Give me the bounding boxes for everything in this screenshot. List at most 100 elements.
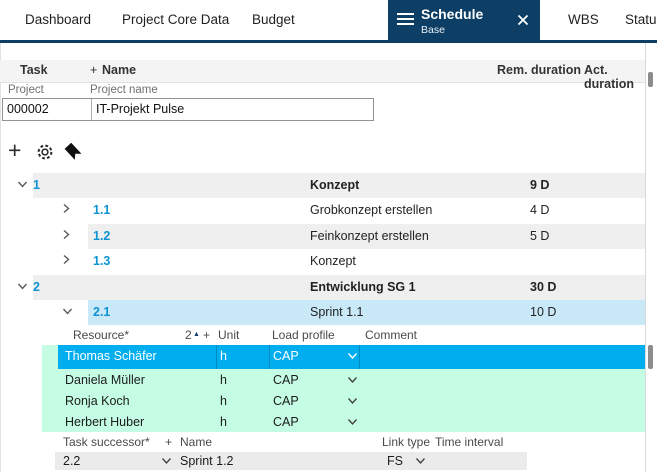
resource-unit[interactable]: h xyxy=(220,349,227,363)
task-name[interactable]: Feinkonzept erstellen xyxy=(310,229,429,243)
task-row-selected[interactable]: 2.1 Sprint 1.1 10 D xyxy=(0,300,657,325)
add-task-button[interactable]: + xyxy=(8,137,22,163)
add-column-icon[interactable]: + xyxy=(90,63,98,77)
successor-name[interactable]: Sprint 1.2 xyxy=(180,454,234,468)
resource-unit[interactable]: h xyxy=(220,415,227,429)
task-duration: 9 D xyxy=(530,178,550,192)
sort-order-indicator[interactable]: 2 xyxy=(185,328,192,342)
row-highlight xyxy=(88,224,646,249)
successor-link-type[interactable]: FS xyxy=(387,454,403,468)
task-duration: 4 D xyxy=(530,203,550,217)
dropdown-chevron-icon[interactable] xyxy=(161,454,172,468)
chevron-right-icon[interactable] xyxy=(62,229,71,243)
task-number[interactable]: 2 xyxy=(33,280,40,294)
add-resource-icon[interactable]: + xyxy=(203,328,211,342)
sort-ascending-icon[interactable]: ▲ xyxy=(193,331,200,338)
chevron-down-icon[interactable] xyxy=(17,178,28,192)
successor-row[interactable]: 2.2 Sprint 1.2 FS xyxy=(0,452,657,470)
task-row[interactable]: 2 Entwicklung SG 1 30 D xyxy=(0,275,657,300)
resource-name[interactable]: Daniela Müller xyxy=(65,373,145,387)
column-header-name: Name xyxy=(102,63,137,77)
project-name-label: Project name xyxy=(90,84,158,96)
task-duration: 30 D xyxy=(530,280,557,294)
task-name[interactable]: Sprint 1.1 xyxy=(310,305,364,319)
task-duration: 5 D xyxy=(530,229,550,243)
resource-row-selected[interactable]: Thomas Schäfer h CAP xyxy=(58,345,646,369)
chevron-down-icon[interactable] xyxy=(17,280,28,294)
resource-name[interactable]: Herbert Huber xyxy=(65,415,145,429)
vertical-scrollbar[interactable] xyxy=(645,43,657,472)
menu-icon[interactable] xyxy=(397,13,414,26)
row-highlight xyxy=(33,173,646,198)
resource-name[interactable]: Ronja Koch xyxy=(65,394,130,408)
resource-load-profile[interactable]: CAP xyxy=(273,349,299,363)
tab-bar: Dashboard Project Core Data Budget WBS S… xyxy=(0,0,657,40)
task-name[interactable]: Grobkonzept erstellen xyxy=(310,203,433,217)
close-icon[interactable] xyxy=(517,13,529,26)
pointer-bookmark-icon[interactable] xyxy=(62,141,84,168)
resource-name[interactable]: Thomas Schäfer xyxy=(65,349,157,363)
dropdown-chevron-icon[interactable] xyxy=(347,394,358,408)
task-name[interactable]: Konzept xyxy=(310,178,360,192)
task-number[interactable]: 1.3 xyxy=(93,254,111,268)
dropdown-chevron-icon[interactable] xyxy=(415,454,426,468)
dropdown-chevron-icon[interactable] xyxy=(347,373,358,387)
column-header-task-successor: Task successor* xyxy=(63,435,150,449)
task-number[interactable]: 1 xyxy=(33,178,40,192)
project-label: Project xyxy=(8,84,44,96)
task-number[interactable]: 2.1 xyxy=(93,305,111,319)
resource-panel: Thomas Schäfer h CAP Daniela Müller h CA… xyxy=(42,345,646,432)
successor-task-number[interactable]: 2.2 xyxy=(63,454,81,468)
resource-row[interactable]: Daniela Müller h CAP xyxy=(58,369,646,390)
tab-schedule-sublabel: Base xyxy=(421,24,445,36)
column-header-task: Task xyxy=(20,63,48,77)
chevron-down-icon[interactable] xyxy=(62,305,73,319)
dropdown-chevron-icon[interactable] xyxy=(347,349,358,363)
scrollbar-thumb[interactable] xyxy=(648,72,653,87)
task-row[interactable]: 1.1 Grobkonzept erstellen 4 D xyxy=(0,198,657,223)
project-name-field[interactable]: IT-Projekt Pulse xyxy=(96,102,185,116)
tab-status[interactable]: Status xyxy=(625,12,657,27)
task-number[interactable]: 1.2 xyxy=(93,229,111,243)
tabbar-accent-line xyxy=(0,40,657,43)
column-divider xyxy=(269,345,270,369)
task-number[interactable]: 1.1 xyxy=(93,203,111,217)
resource-row[interactable]: Herbert Huber h CAP xyxy=(58,411,646,432)
project-id-field[interactable]: 000002 xyxy=(3,99,92,120)
task-row[interactable]: 1 Konzept 9 D xyxy=(0,173,657,198)
add-successor-icon[interactable]: + xyxy=(165,435,173,449)
column-header-time-interval: Time interval xyxy=(435,435,504,449)
task-table-header: Task + Name Rem. duration Act. duration xyxy=(0,60,646,91)
dropdown-chevron-icon[interactable] xyxy=(347,415,358,429)
resource-unit[interactable]: h xyxy=(220,394,227,408)
resource-load-profile[interactable]: CAP xyxy=(273,394,299,408)
tab-project-core-data[interactable]: Project Core Data xyxy=(122,12,230,27)
task-name[interactable]: Entwicklung SG 1 xyxy=(310,280,416,294)
tab-budget[interactable]: Budget xyxy=(252,12,295,27)
chevron-right-icon[interactable] xyxy=(62,254,71,268)
column-header-rem-duration: Rem. duration xyxy=(497,63,582,77)
project-input[interactable]: 000002 IT-Projekt Pulse xyxy=(2,98,374,121)
column-divider xyxy=(216,345,217,369)
tab-schedule[interactable]: Schedule Base xyxy=(388,0,540,43)
tab-dashboard[interactable]: Dashboard xyxy=(25,12,92,27)
task-row[interactable]: 1.3 Konzept xyxy=(0,249,657,274)
resource-row[interactable]: Ronja Koch h CAP xyxy=(58,390,646,411)
row-highlight xyxy=(55,452,527,470)
column-header-load-profile: Load profile xyxy=(272,328,335,342)
resource-unit[interactable]: h xyxy=(220,373,227,387)
task-name[interactable]: Konzept xyxy=(310,254,356,268)
row-highlight xyxy=(33,275,646,300)
scrollbar-thumb[interactable] xyxy=(648,345,653,369)
tab-wbs[interactable]: WBS xyxy=(568,12,599,27)
resource-load-profile[interactable]: CAP xyxy=(273,373,299,387)
resource-load-profile[interactable]: CAP xyxy=(273,415,299,429)
column-header-link-type: Link type xyxy=(382,435,431,449)
panel-left-border xyxy=(0,43,1,472)
task-row[interactable]: 1.2 Feinkonzept erstellen 5 D xyxy=(0,224,657,249)
column-header-comment: Comment xyxy=(365,328,418,342)
chevron-right-icon[interactable] xyxy=(62,203,71,217)
column-header-act-duration: Act. duration xyxy=(584,63,634,91)
gear-icon[interactable] xyxy=(35,142,55,167)
